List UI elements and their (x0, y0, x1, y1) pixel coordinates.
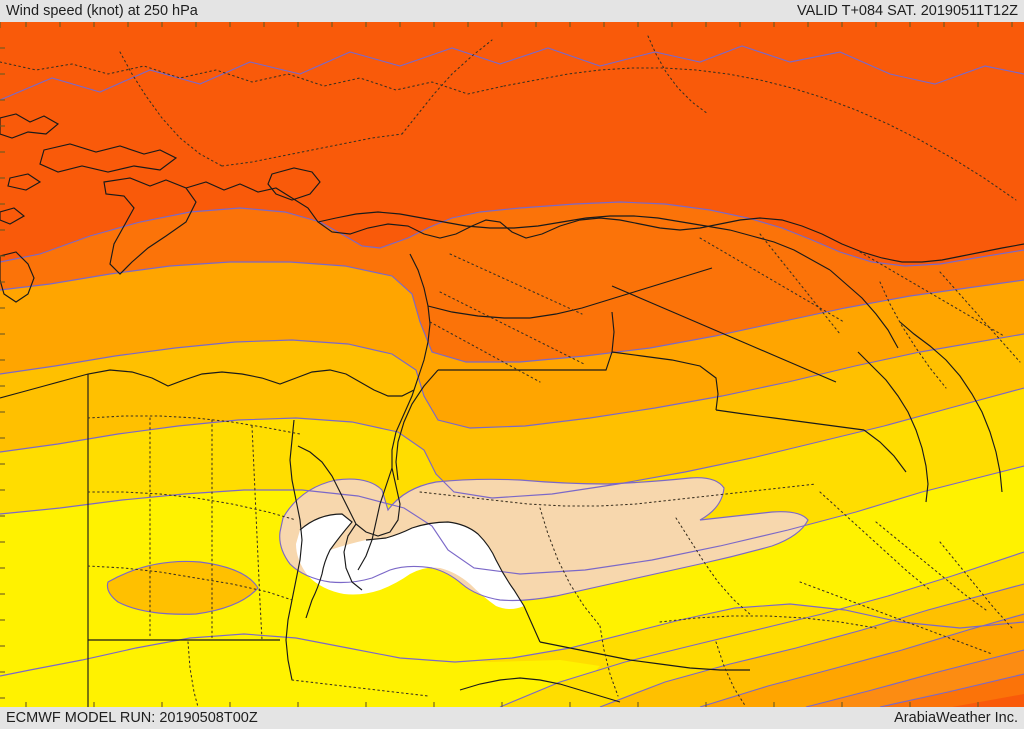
isotach-line (0, 333, 1024, 429)
country-border (317, 211, 831, 271)
admin-boundary (419, 483, 817, 507)
isotach-line-layer (0, 45, 1024, 707)
admin-boundary (819, 491, 931, 591)
country-border (611, 285, 837, 383)
band-fill-80-90-br (952, 694, 1024, 707)
coastline (0, 251, 35, 303)
country-border (611, 351, 719, 411)
admin-boundary (87, 565, 293, 601)
admin-boundary (939, 271, 1021, 363)
admin-boundary (675, 517, 753, 617)
coastline (355, 253, 431, 537)
coastline (267, 167, 321, 201)
isotach-line (0, 261, 1024, 363)
valid-time-label: VALID T+084 SAT. 20190511T12Z (797, 3, 1018, 19)
country-border (427, 267, 713, 319)
isotach-line (106, 560, 259, 615)
admin-boundary (699, 237, 845, 323)
page-title: Wind speed (knot) at 250 hPa (6, 3, 198, 19)
admin-boundary (647, 35, 709, 115)
admin-boundary (879, 281, 947, 389)
coastline (299, 513, 353, 619)
band-fill-80-90 (0, 22, 1024, 266)
country-border (438, 311, 615, 371)
coastline (0, 113, 60, 139)
provider-label: ArabiaWeather Inc. (894, 710, 1018, 726)
coastline (39, 143, 178, 173)
country-border (863, 429, 907, 473)
band-fill-70-80-br (880, 674, 1024, 707)
admin-boundary (759, 233, 841, 335)
band-fill-40-50-blob (107, 561, 258, 615)
isotach-line (0, 387, 1024, 499)
country-border (297, 445, 357, 525)
coastline (899, 321, 1003, 493)
isotach-line (0, 45, 1024, 101)
coastline (365, 521, 541, 643)
coastline (343, 523, 363, 591)
isotach-line (499, 551, 1024, 707)
band-fill-0-10 (296, 514, 524, 609)
isotach-line (599, 583, 1024, 707)
admin-boundary (875, 521, 987, 611)
admin-boundary (939, 541, 1013, 629)
admin-boundary (291, 679, 429, 697)
coastline (459, 677, 621, 703)
admin-boundary (119, 51, 223, 167)
isotach-line (805, 649, 1024, 707)
admin-boundary (503, 67, 1017, 201)
admin-boundary (187, 641, 199, 707)
frame-tick-layer (0, 22, 1013, 707)
coastline (7, 173, 42, 191)
band-fill-10-20 (279, 477, 808, 601)
admin-boundary (449, 253, 583, 315)
admin-boundary (429, 321, 541, 383)
isotach-line (699, 613, 1024, 707)
isotach-line (0, 465, 1024, 575)
admin-boundary-layer (0, 35, 1021, 707)
footer-bar: ECMWF MODEL RUN: 20190508T00Z ArabiaWeat… (0, 707, 1024, 729)
header-bar: Wind speed (knot) at 250 hPa VALID T+084… (0, 0, 1024, 22)
isotach-line (879, 673, 1024, 707)
coastline (0, 207, 26, 225)
coastline (285, 419, 303, 681)
country-border (829, 269, 899, 349)
admin-boundary (859, 251, 1005, 337)
isotach-line (0, 201, 1024, 267)
map-viewport[interactable] (0, 22, 1024, 707)
model-run-label: ECMWF MODEL RUN: 20190508T00Z (6, 710, 258, 726)
coastline (185, 181, 1024, 263)
admin-boundary (251, 425, 263, 641)
isotach-line (0, 603, 1024, 677)
country-border (539, 641, 750, 671)
wind-speed-contour-map[interactable] (0, 22, 1024, 707)
coastline (857, 351, 929, 503)
admin-boundary (0, 61, 505, 95)
country-border (715, 409, 865, 431)
admin-boundary (221, 133, 403, 167)
country-border (395, 369, 439, 481)
border-layer (87, 211, 907, 707)
coastline (357, 467, 393, 571)
admin-boundary (439, 291, 585, 365)
admin-boundary (539, 507, 601, 627)
isotach-line (279, 477, 809, 602)
coastline-layer (0, 113, 1024, 703)
coastline (103, 177, 197, 275)
admin-boundary (799, 581, 993, 655)
coastline (0, 369, 415, 399)
